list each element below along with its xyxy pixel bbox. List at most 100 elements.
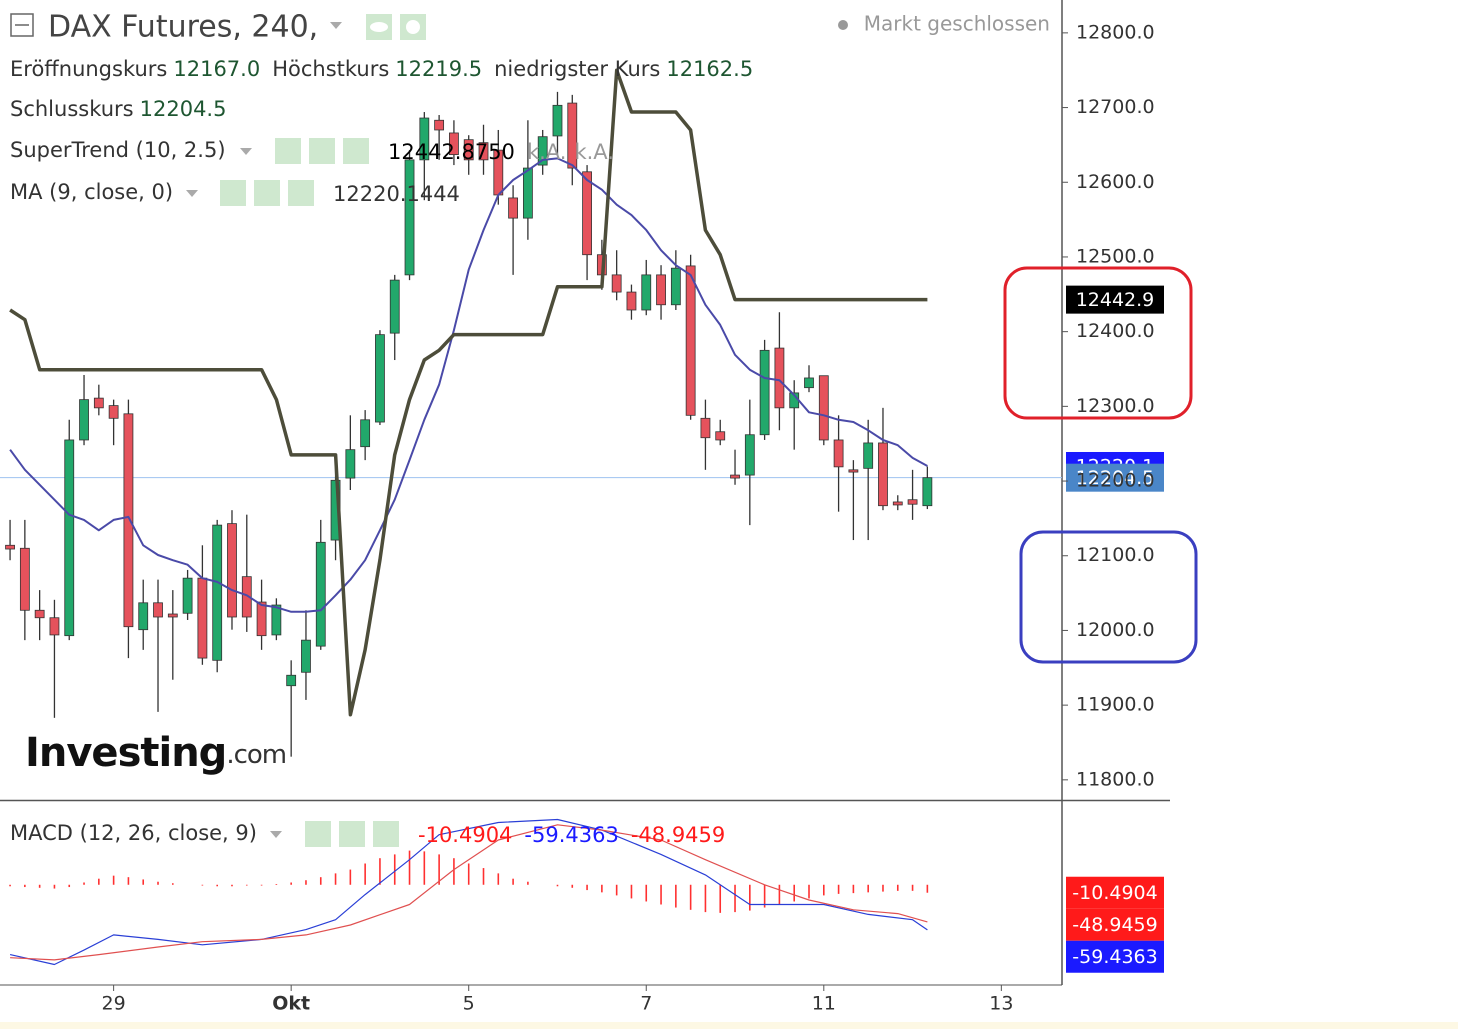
indicator-value: -59.4363 xyxy=(524,823,618,847)
macd-tag-label: -59.4363 xyxy=(1072,946,1157,968)
candle-body xyxy=(907,499,918,505)
x-tick-label: 11 xyxy=(812,993,836,1015)
dropdown-arrow[interactable] xyxy=(270,831,282,838)
ohlc-name: Schlusskurs xyxy=(10,97,134,121)
annotation-box xyxy=(1019,530,1198,664)
candle-body xyxy=(626,291,637,311)
indicator-value: k.A. xyxy=(527,140,567,164)
candle-body xyxy=(685,265,696,416)
status-dot xyxy=(838,20,848,30)
eye-glyph xyxy=(370,22,388,32)
gear-icon[interactable] xyxy=(254,180,280,206)
macd-tag xyxy=(1066,940,1164,973)
indicator-name: MACD (12, 26, close, 9) xyxy=(10,821,257,845)
x-tick-label: 13 xyxy=(989,993,1013,1015)
candle-body xyxy=(404,159,415,276)
candle-body xyxy=(582,171,592,256)
candle-body xyxy=(419,117,430,161)
candle-body xyxy=(19,547,30,611)
candle-body xyxy=(123,413,134,628)
eye-icon[interactable] xyxy=(305,821,331,847)
candle-body xyxy=(389,279,400,334)
price-tag xyxy=(1066,285,1164,314)
macd-line xyxy=(9,818,928,966)
y-tick-label: 12400.0 xyxy=(1076,320,1155,342)
indicator-value: -10.4904 xyxy=(418,823,512,847)
candle-body xyxy=(656,274,666,306)
candle-body xyxy=(922,477,933,507)
candle-body xyxy=(818,375,829,441)
x-tick-label: Okt xyxy=(272,993,310,1015)
candle-body xyxy=(848,469,859,473)
gear-icon[interactable] xyxy=(339,821,365,847)
candle-body xyxy=(345,449,356,479)
candle-body xyxy=(670,267,681,306)
dropdown-arrow[interactable] xyxy=(186,190,198,197)
chart-title: DAX Futures, 240, xyxy=(48,10,318,45)
price-tags: 12442.912220.112204.5-10.4904-48.9459-59… xyxy=(1066,285,1164,973)
gear-glyph xyxy=(406,20,420,34)
candle-body xyxy=(138,602,149,631)
close-icon[interactable] xyxy=(343,138,369,164)
candle-body xyxy=(49,617,60,636)
collapse-icon[interactable] xyxy=(10,13,34,37)
gear-icon[interactable] xyxy=(309,138,335,164)
candle-body xyxy=(833,439,844,468)
ohlc-name: Eröffnungskurs xyxy=(10,57,167,81)
macd-tag-label: -10.4904 xyxy=(1072,882,1157,904)
close-icon[interactable] xyxy=(373,821,399,847)
y-tick-label: 11800.0 xyxy=(1076,768,1155,790)
candle-body xyxy=(878,442,888,507)
eye-icon[interactable] xyxy=(275,138,301,164)
candle-body xyxy=(730,474,740,479)
indicator-name: MA (9, close, 0) xyxy=(10,180,173,204)
y-tick-label: 12600.0 xyxy=(1076,171,1155,193)
candle-body xyxy=(108,405,119,419)
candle-body xyxy=(271,604,282,636)
candle-body xyxy=(522,167,533,219)
close-icon[interactable] xyxy=(288,180,314,206)
macd-line xyxy=(10,824,928,961)
candle-body xyxy=(508,197,518,219)
candle-body xyxy=(227,523,237,618)
price-tag-label: 12204.5 xyxy=(1076,467,1155,489)
y-tick-label: 12200.0 xyxy=(1076,470,1155,492)
price-tag-label: 12442.9 xyxy=(1076,289,1155,311)
candle-body xyxy=(567,102,578,169)
candle-body xyxy=(759,349,770,436)
candle-body xyxy=(611,274,622,293)
candle-body xyxy=(434,119,445,131)
candle-body xyxy=(197,577,208,659)
indicator-line xyxy=(9,68,928,717)
candle-body xyxy=(34,609,45,619)
annotation-box xyxy=(1003,266,1193,420)
candle-body xyxy=(5,544,15,550)
indicator-line xyxy=(9,157,928,613)
watermark: Investing.com xyxy=(25,730,286,776)
ohlc-name: Höchstkurs xyxy=(272,57,389,81)
candle-body xyxy=(478,142,489,161)
candle-body xyxy=(641,274,652,311)
candle-body xyxy=(64,439,75,637)
candle-body xyxy=(449,132,459,156)
y-tick-label: 12500.0 xyxy=(1076,245,1155,267)
dropdown-arrow[interactable] xyxy=(240,148,252,155)
x-tick-label: 29 xyxy=(102,993,126,1015)
candle-body xyxy=(93,397,104,409)
indicator-value: 12442.8750 xyxy=(388,140,515,164)
indicator-value: -48.9459 xyxy=(631,823,725,847)
indicator-values: -10.4904 -59.4363 -48.9459 xyxy=(418,823,725,847)
eye-icon[interactable] xyxy=(220,180,246,206)
candle-body xyxy=(182,577,193,614)
candle-body xyxy=(804,377,814,389)
ohlc-legend: Schlusskurs 12204.5 xyxy=(10,97,226,121)
candle-body xyxy=(537,136,548,166)
watermark-suffix: .com xyxy=(226,740,286,770)
x-tick-label: 5 xyxy=(463,993,475,1015)
plot-layer xyxy=(0,68,1062,966)
bottom-strip xyxy=(0,1022,1458,1029)
dropdown-arrow[interactable] xyxy=(330,22,342,29)
candle-body xyxy=(286,674,297,687)
price-tag xyxy=(1066,463,1164,492)
y-tick-label: 11900.0 xyxy=(1076,694,1155,716)
